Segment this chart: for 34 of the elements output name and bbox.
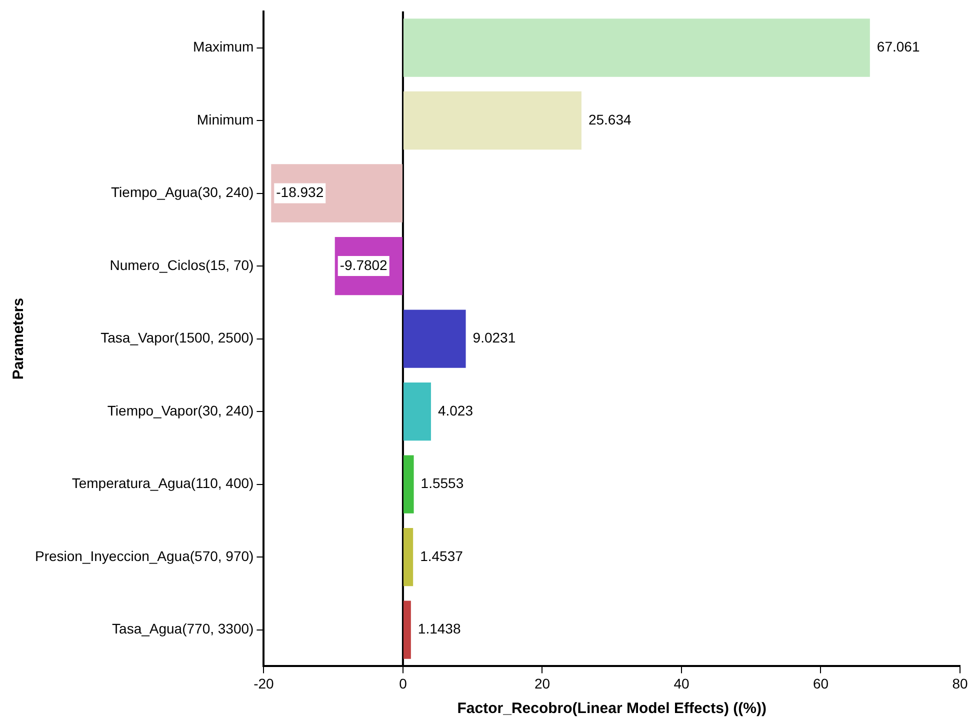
bar bbox=[403, 600, 411, 659]
y-axis-title: Parameters bbox=[10, 298, 28, 380]
x-tick-label: 80 bbox=[952, 675, 968, 692]
x-tick-label: 0 bbox=[399, 675, 408, 692]
data-label: 67.061 bbox=[876, 38, 920, 55]
y-tick-label: Tasa_Agua(770, 3300) bbox=[112, 620, 254, 637]
data-label: 1.5553 bbox=[420, 475, 464, 492]
bar bbox=[403, 18, 870, 77]
y-tick-label: Maximum bbox=[193, 38, 254, 55]
bar bbox=[403, 91, 582, 150]
x-tick-label: 60 bbox=[812, 675, 829, 692]
bar bbox=[403, 455, 414, 514]
y-tick-label: Minimum bbox=[196, 111, 254, 128]
bar bbox=[403, 528, 414, 586]
data-label: 4.023 bbox=[438, 402, 474, 418]
y-tick-label: Temperatura_Agua(110, 400) bbox=[72, 475, 254, 492]
data-label: 9.0231 bbox=[472, 330, 516, 346]
y-tick-label: Tasa_Vapor(1500, 2500) bbox=[100, 330, 254, 346]
data-label: 25.634 bbox=[588, 111, 632, 128]
y-tick-label: Tiempo_Agua(30, 240) bbox=[111, 184, 254, 200]
y-tick-label: Presion_Inyeccion_Agua(570, 970) bbox=[35, 548, 254, 564]
x-tick-label: -20 bbox=[254, 675, 274, 692]
bar bbox=[271, 164, 402, 222]
bar bbox=[403, 310, 466, 368]
data-label: 1.1438 bbox=[418, 620, 461, 637]
y-tick-label: Numero_Ciclos(15, 70) bbox=[110, 256, 254, 273]
data-label: -18.932 bbox=[276, 184, 324, 200]
x-tick-label: 20 bbox=[534, 675, 550, 692]
x-axis-title: Factor_Recobro(Linear Model Effects) ((%)) bbox=[457, 700, 766, 718]
x-tick-label: 40 bbox=[674, 675, 690, 692]
data-label: -9.7802 bbox=[340, 256, 388, 273]
data-label: 1.4537 bbox=[420, 548, 464, 564]
bar bbox=[403, 382, 431, 441]
y-tick-label: Tiempo_Vapor(30, 240) bbox=[107, 402, 254, 418]
